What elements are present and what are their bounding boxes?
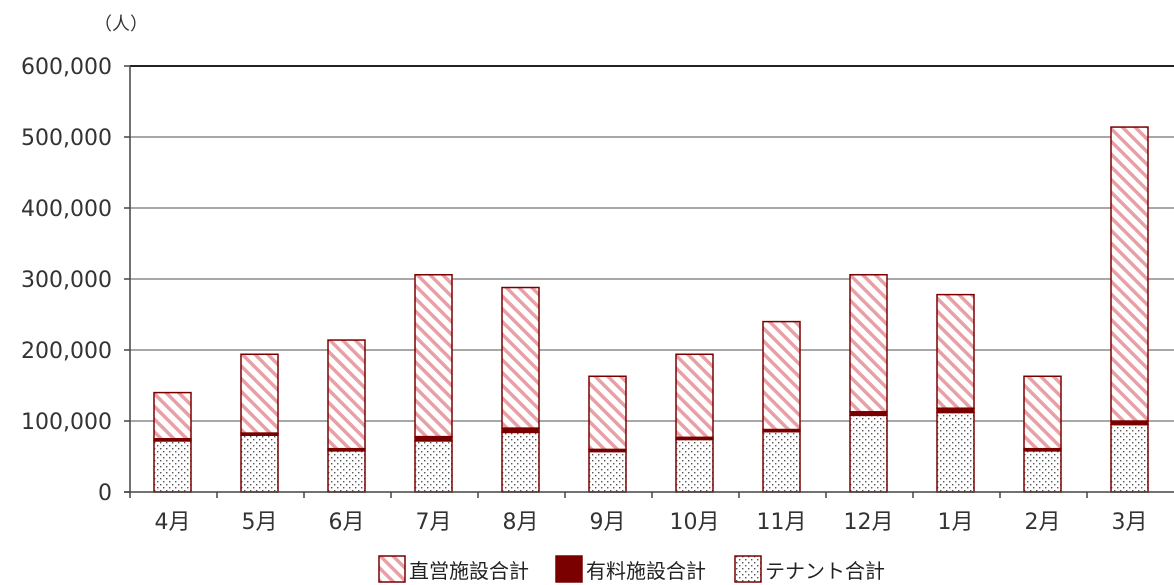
bar-segment-tenant	[153, 440, 192, 493]
x-tick-label: 2月	[1025, 510, 1061, 535]
bar-segment-direct	[153, 391, 192, 440]
bar-segment-direct	[327, 339, 366, 450]
x-tick-label: 9月	[590, 510, 626, 535]
legend-label: 有料施設合計	[586, 559, 706, 583]
bar-segment-tenant	[240, 434, 279, 493]
bar-segment-direct	[1110, 126, 1149, 422]
x-axis-ticks: 4月 5月 6月 7月 8月 9月 10月 11月 12月 1月 2月 3月	[129, 492, 1148, 535]
bar-segment-tenant	[849, 414, 888, 493]
y-tick-label: 200,000	[21, 339, 112, 364]
y-tick-label: 300,000	[21, 268, 112, 293]
y-unit-label: （人）	[94, 14, 148, 35]
y-axis-ticks: 0 100,000 200,000 300,000 400,000 500,000 600,…	[21, 55, 130, 506]
bar-segment-direct	[1023, 375, 1062, 450]
bar-segment-direct	[240, 353, 279, 434]
bar-segment-tenant	[501, 431, 540, 493]
bar-segment-tenant	[414, 440, 453, 493]
bar-segment-tenant	[1023, 450, 1062, 493]
x-tick-label: 5月	[242, 510, 278, 535]
x-tick-label: 8月	[503, 510, 539, 535]
bars	[153, 126, 1149, 493]
x-tick-label: 3月	[1112, 510, 1148, 535]
bar-segment-direct	[849, 273, 888, 413]
x-tick-label: 4月	[155, 510, 191, 535]
bar-segment-direct	[675, 353, 714, 439]
y-tick-label: 500,000	[21, 126, 112, 151]
x-tick-label: 6月	[329, 510, 365, 535]
legend-swatch	[734, 555, 762, 583]
y-tick-label: 0	[98, 481, 112, 506]
bar-segment-direct	[762, 320, 801, 431]
legend-swatch	[555, 555, 583, 583]
bar-segment-tenant	[327, 450, 366, 493]
bar-segment-direct	[501, 286, 540, 429]
axes	[124, 66, 1174, 493]
bar-segment-tenant	[675, 438, 714, 493]
gridlines	[130, 65, 1174, 422]
bar-segment-direct	[936, 293, 975, 409]
bar-segment-tenant	[936, 411, 975, 493]
x-tick-label: 10月	[670, 510, 720, 535]
y-tick-label: 100,000	[21, 410, 112, 435]
bar-segment-direct	[414, 273, 453, 438]
bar-segment-direct	[588, 375, 627, 451]
x-tick-label: 12月	[844, 510, 894, 535]
bar-segment-tenant	[762, 430, 801, 493]
bar-segment-tenant	[1110, 423, 1149, 493]
bar-segment-tenant	[588, 450, 627, 493]
x-tick-label: 1月	[938, 510, 974, 535]
legend: 直営施設合計 有料施設合計 テナント合計	[378, 555, 885, 583]
x-tick-label: 7月	[416, 510, 452, 535]
x-tick-label: 11月	[757, 510, 807, 535]
legend-swatch	[378, 555, 406, 583]
y-tick-label: 600,000	[21, 55, 112, 80]
legend-label: 直営施設合計	[409, 559, 529, 583]
legend-label: テナント合計	[765, 559, 885, 583]
y-tick-label: 400,000	[21, 197, 112, 222]
